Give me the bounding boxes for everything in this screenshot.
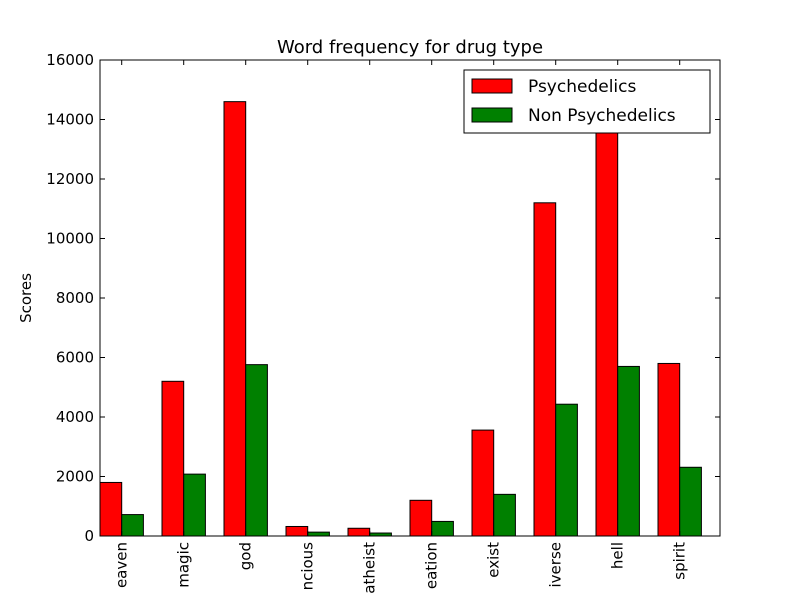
bar-non-psychedelics-god <box>245 364 268 537</box>
x-tick-label: atheist <box>361 542 379 594</box>
legend-label-psychedelics: Psychedelics <box>528 77 636 97</box>
legend: Psychedelics Non Psychedelics <box>463 69 711 134</box>
legend-label-non-psychedelics: Non Psychedelics <box>528 106 676 126</box>
bar-psychedelics-spirit <box>657 362 681 537</box>
x-tick-label: exist <box>485 542 503 578</box>
bar-non-psychedelics-eaven <box>121 514 144 537</box>
x-tick-label: ncious <box>299 542 317 591</box>
y-tick-label: 16000 <box>46 51 94 69</box>
bar-psychedelics-iverse <box>533 202 557 537</box>
x-tick-label: eation <box>423 542 441 589</box>
x-tick-label: spirit <box>671 542 689 580</box>
bar-psychedelics-eation <box>409 499 433 537</box>
x-tick-label: magic <box>175 542 193 588</box>
bar-psychedelics-eaven <box>99 481 123 537</box>
y-axis-label: Scores <box>17 273 35 323</box>
bar-non-psychedelics-iverse <box>555 403 578 537</box>
x-tick-label: god <box>237 542 255 570</box>
y-tick-label: 12000 <box>46 170 94 188</box>
legend-swatch-psychedelics <box>471 78 513 94</box>
bar-non-psychedelics-ncious <box>307 531 330 537</box>
y-ticks-group: 0 2000 4000 6000 8000 10000 12000 14000 16000 <box>46 51 720 545</box>
legend-swatch-non-psychedelics <box>471 107 513 123</box>
plot-frame <box>99 59 721 537</box>
bar-psychedelics-magic <box>161 380 185 537</box>
bar-non-psychedelics-spirit <box>679 466 702 537</box>
y-tick-label: 0 <box>84 527 94 545</box>
bar-psychedelics-atheist <box>347 527 371 537</box>
bar-psychedelics-exist <box>471 429 495 537</box>
bar-psychedelics-hell <box>595 130 619 537</box>
y-tick-label: 4000 <box>56 408 94 426</box>
x-ticks-group: eaven magic god ncious atheist eation exist ive… <box>113 60 689 594</box>
y-tick-label: 6000 <box>56 349 94 367</box>
bar-non-psychedelics-magic <box>183 473 206 537</box>
chart-title: Word frequency for drug type <box>277 37 543 58</box>
y-tick-label: 2000 <box>56 468 94 486</box>
y-tick-label: 10000 <box>46 230 94 248</box>
x-tick-label: eaven <box>113 542 131 588</box>
bar-non-psychedelics-hell <box>617 365 640 537</box>
bars-group <box>99 101 702 537</box>
bar-non-psychedelics-exist <box>493 493 516 537</box>
y-tick-label: 14000 <box>46 111 94 129</box>
x-tick-label: iverse <box>547 542 565 587</box>
x-tick-label: hell <box>609 542 627 569</box>
bar-psychedelics-ncious <box>285 525 309 537</box>
bar-non-psychedelics-eation <box>431 520 454 537</box>
y-tick-label: 8000 <box>56 289 94 307</box>
bar-psychedelics-god <box>223 101 247 537</box>
